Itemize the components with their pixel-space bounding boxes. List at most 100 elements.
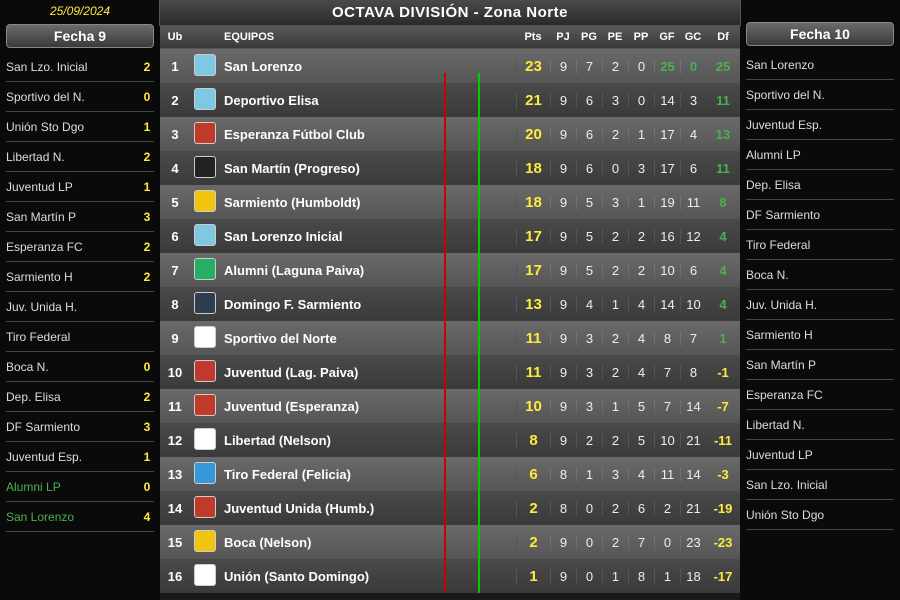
col-equipos: EQUIPOS (220, 31, 516, 43)
home-score: 1 (140, 180, 154, 194)
won: 5 (576, 195, 602, 210)
home-team: San Martín P (746, 358, 894, 372)
rank: 2 (160, 93, 190, 108)
played: 8 (550, 501, 576, 516)
home-team: Libertad N. (746, 418, 894, 432)
goal-diff: 1 (706, 331, 740, 346)
lost: 5 (628, 399, 654, 414)
draw: 1 (602, 399, 628, 414)
goals-for: 17 (654, 161, 680, 176)
col-df: Df (706, 31, 740, 43)
table-row: 13 Tiro Federal (Felicia) 6 8 1 3 4 11 1… (160, 457, 740, 491)
played: 9 (550, 569, 576, 584)
team-name: Sportivo del Norte (220, 331, 516, 346)
lost: 8 (628, 569, 654, 584)
played: 9 (550, 433, 576, 448)
home-score: 0 (140, 480, 154, 494)
won: 5 (576, 263, 602, 278)
team-name: San Lorenzo Inicial (220, 229, 516, 244)
goals-against: 10 (680, 297, 706, 312)
fixture-row: Juventud Esp. 1 (6, 442, 154, 472)
team-crest-icon (190, 326, 220, 351)
fixture-row: Tiro Federal (6, 322, 154, 352)
home-team: Juventud LP (6, 180, 73, 194)
goals-for: 7 (654, 365, 680, 380)
team-crest-icon (190, 122, 220, 147)
col-pp: PP (628, 31, 654, 43)
lost: 4 (628, 297, 654, 312)
team-crest-icon (190, 190, 220, 215)
points: 11 (516, 330, 550, 347)
away-score: 4 (140, 510, 154, 524)
goal-diff: -19 (706, 501, 740, 516)
goals-for: 0 (654, 535, 680, 550)
home-score: 0 (140, 360, 154, 374)
points: 10 (516, 398, 550, 415)
team-name: Alumni (Laguna Paiva) (220, 263, 516, 278)
played: 9 (550, 229, 576, 244)
draw: 2 (602, 501, 628, 516)
lost: 1 (628, 127, 654, 142)
goals-against: 14 (680, 399, 706, 414)
goals-for: 17 (654, 127, 680, 142)
fixture-row: San Lzo. Inicial (746, 470, 894, 500)
fixture-row: Sportivo del N. 0 (6, 82, 154, 112)
fecha9-header: Fecha 9 (6, 24, 154, 48)
fixture-row: Dep. Elisa (746, 170, 894, 200)
played: 9 (550, 263, 576, 278)
team-crest-icon (190, 224, 220, 249)
table-row: 2 Deportivo Elisa 21 9 6 3 0 14 3 11 (160, 83, 740, 117)
home-team: Unión Sto Dgo (6, 120, 84, 134)
division-title: OCTAVA DIVISIÓN - Zona Norte (160, 0, 740, 25)
rank: 15 (160, 535, 190, 550)
fixture-row: Sarmiento H 2 (6, 262, 154, 292)
fixture-row: Unión Sto Dgo 1 (6, 112, 154, 142)
fixture-row: Juventud LP (746, 440, 894, 470)
goals-for: 10 (654, 263, 680, 278)
team-crest-icon (190, 496, 220, 521)
lost: 4 (628, 365, 654, 380)
goals-against: 8 (680, 365, 706, 380)
points: 6 (516, 466, 550, 483)
draw: 3 (602, 93, 628, 108)
table-row: 1 San Lorenzo 23 9 7 2 0 25 0 25 (160, 49, 740, 83)
fecha10-header: Fecha 10 (746, 22, 894, 46)
goals-for: 19 (654, 195, 680, 210)
goals-against: 0 (680, 59, 706, 74)
points: 11 (516, 364, 550, 381)
points: 1 (516, 568, 550, 585)
rank: 14 (160, 501, 190, 516)
draw: 2 (602, 127, 628, 142)
table-row: 9 Sportivo del Norte 11 9 3 2 4 8 7 1 (160, 321, 740, 355)
col-ub: Ub (160, 31, 190, 43)
draw: 2 (602, 59, 628, 74)
won: 0 (576, 535, 602, 550)
home-score: 2 (140, 60, 154, 74)
team-crest-icon (190, 428, 220, 453)
rank: 13 (160, 467, 190, 482)
goals-against: 7 (680, 331, 706, 346)
team-name: San Martín (Progreso) (220, 161, 516, 176)
away-team: Sportivo del N. (6, 90, 85, 104)
draw: 1 (602, 297, 628, 312)
lost: 1 (628, 195, 654, 210)
lost: 0 (628, 59, 654, 74)
rank: 4 (160, 161, 190, 176)
rank: 5 (160, 195, 190, 210)
goal-diff: 25 (706, 59, 740, 74)
fixture-row: Sportivo del N. (746, 80, 894, 110)
fixture-row: Unión Sto Dgo (746, 500, 894, 530)
table-row: 15 Boca (Nelson) 2 9 0 2 7 0 23 -23 (160, 525, 740, 559)
goals-against: 6 (680, 161, 706, 176)
fixture-row: Juv. Unida H. (6, 292, 154, 322)
won: 7 (576, 59, 602, 74)
goals-against: 14 (680, 467, 706, 482)
home-team: Tiro Federal (746, 238, 894, 252)
away-team: San Martín P (6, 210, 76, 224)
goals-for: 8 (654, 331, 680, 346)
goals-against: 21 (680, 433, 706, 448)
goals-against: 21 (680, 501, 706, 516)
fixture-row: DF Sarmiento 3 (6, 412, 154, 442)
goal-diff: -23 (706, 535, 740, 550)
rank: 12 (160, 433, 190, 448)
